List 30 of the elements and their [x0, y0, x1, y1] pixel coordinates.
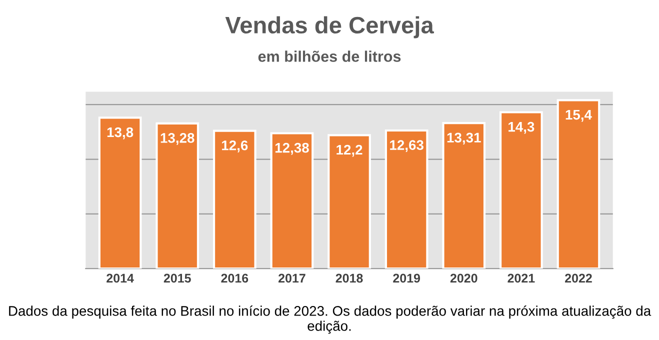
- x-tick-label: 2016: [221, 274, 248, 283]
- data-label: 13,31: [447, 132, 481, 145]
- x-tick-label: 2017: [278, 274, 306, 283]
- data-label: 12,6: [222, 140, 248, 152]
- chart-title: Vendas de Cerveja: [225, 16, 434, 38]
- bar: [442, 122, 486, 269]
- data-label: 13,28: [160, 133, 194, 145]
- bar: [98, 116, 142, 269]
- data-label: 13,8: [107, 127, 134, 140]
- bar: [500, 111, 543, 269]
- x-tick-label: 2020: [450, 274, 478, 283]
- x-tick-label: 2022: [565, 274, 592, 283]
- x-tick-label: 2021: [508, 274, 535, 283]
- bar: [328, 134, 371, 269]
- chart-subtitle: em bilhões de litros: [258, 50, 401, 62]
- x-tick-label: 2015: [164, 274, 191, 283]
- data-label: 12,38: [275, 142, 309, 155]
- data-label: 15,4: [566, 110, 592, 122]
- data-label: 12,2: [336, 144, 362, 157]
- data-label: 12,63: [390, 140, 424, 152]
- x-tick-label: 2018: [336, 274, 363, 283]
- bar: [212, 130, 256, 269]
- x-tick-label: 2019: [393, 274, 420, 283]
- bar: [384, 129, 428, 269]
- bar: [556, 99, 600, 269]
- text: Dados da pesquisa feita no Brasil no início de 2023. Os dados poderão variar na próxima atualização da edição.: [9, 306, 652, 334]
- x-tick-label: 2014: [106, 274, 134, 283]
- bar: [270, 132, 314, 269]
- data-label: 14,3: [508, 122, 534, 134]
- bar: [156, 122, 200, 269]
